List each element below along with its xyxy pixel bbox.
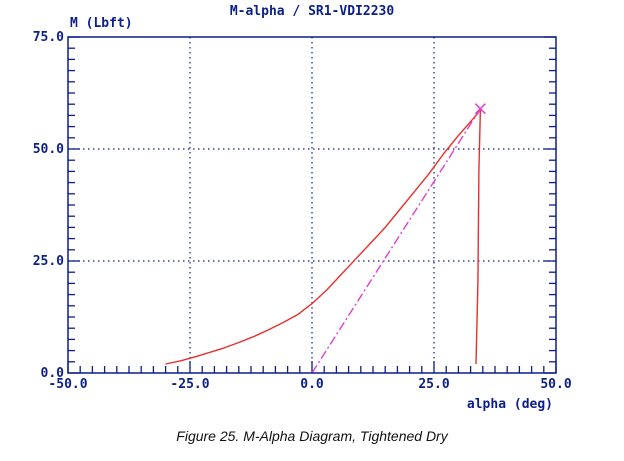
tick-labels: -50.0 -25.0 0.0 25.0 50.0 0.0 25.0 50.0 75.0	[33, 30, 572, 392]
data-markers	[474, 103, 486, 115]
x-tick-label: -50.0	[48, 377, 87, 392]
y-tick-label: 75.0	[33, 30, 64, 45]
x-axis-label: alpha (deg)	[467, 397, 553, 412]
secant-line	[311, 108, 481, 374]
measured-curve	[165, 107, 482, 365]
x-tick-label: 25.0	[418, 377, 449, 392]
data-series	[165, 107, 482, 374]
plot-frame	[67, 36, 557, 374]
y-tick-label: 25.0	[33, 254, 64, 269]
m-alpha-chart: M-alpha / SR1-VDI2230 M (Lbft) alpha (de…	[33, 4, 572, 412]
y-axis-label: M (Lbft)	[70, 16, 133, 31]
axis-ticks	[67, 36, 557, 374]
x-tick-label: -25.0	[170, 377, 209, 392]
figure-caption: Figure 25. M-Alpha Diagram, Tightened Dr…	[176, 428, 448, 444]
figure-caption-container: Figure 25. M-Alpha Diagram, Tightened Dr…	[0, 428, 624, 444]
chart-title: M-alpha / SR1-VDI2230	[230, 4, 395, 19]
x-tick-label: 0.0	[300, 377, 324, 392]
y-tick-label: 0.0	[41, 366, 65, 381]
x-tick-label: 50.0	[540, 377, 571, 392]
grid-lines	[68, 37, 556, 373]
peak-marker-stroke	[474, 103, 486, 115]
y-tick-label: 50.0	[33, 142, 64, 157]
